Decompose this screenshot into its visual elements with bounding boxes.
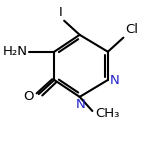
Text: CH₃: CH₃	[95, 107, 119, 120]
Text: Cl: Cl	[125, 23, 138, 36]
Text: N: N	[110, 74, 120, 87]
Text: O: O	[23, 90, 34, 103]
Text: I: I	[58, 6, 62, 19]
Text: H₂N: H₂N	[2, 45, 28, 58]
Text: N: N	[76, 98, 86, 111]
